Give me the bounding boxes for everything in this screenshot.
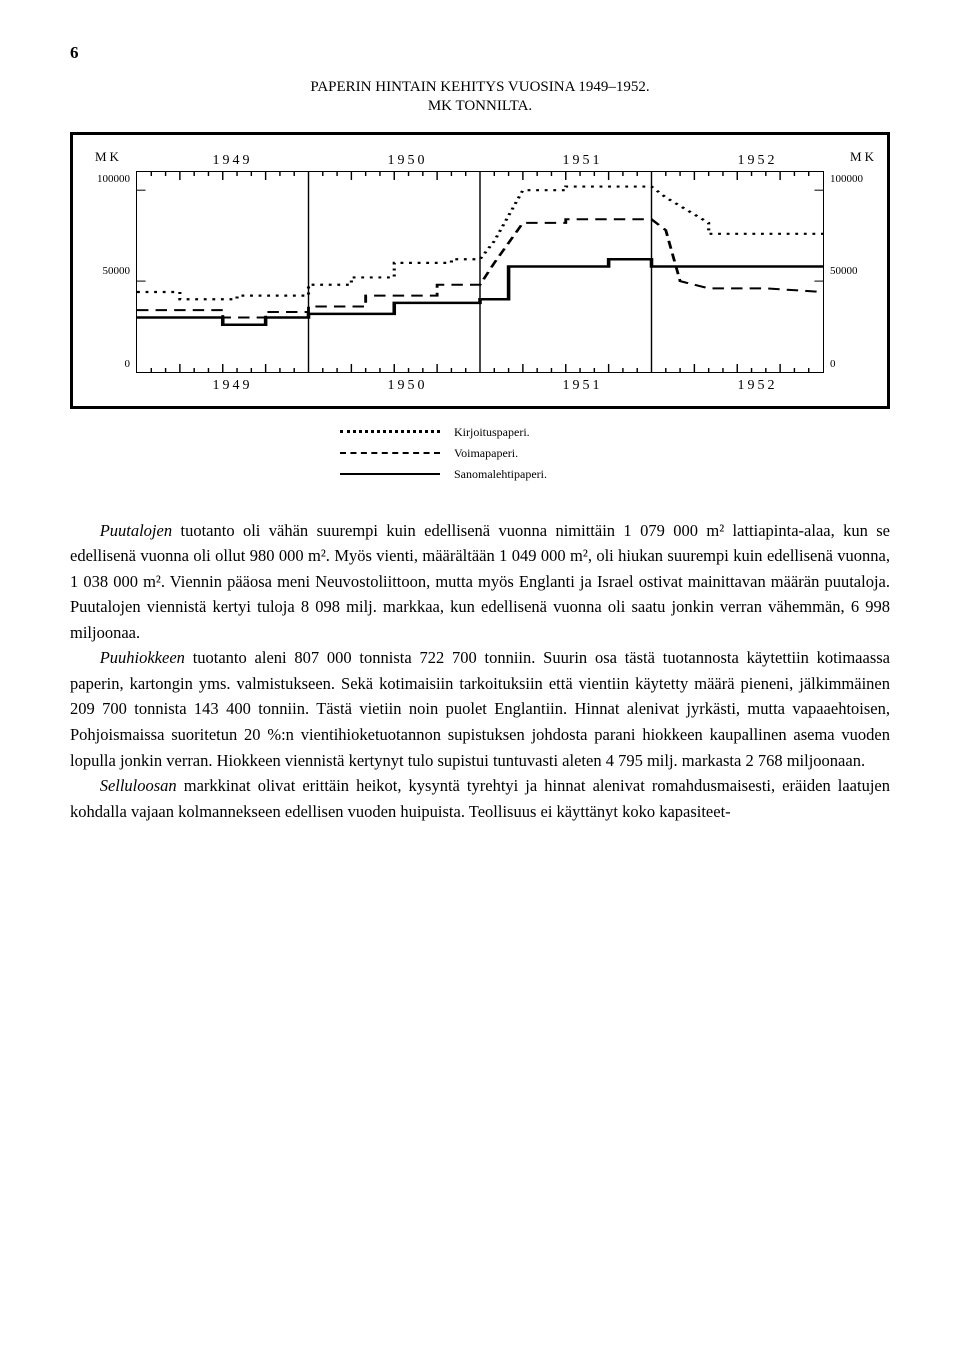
- p2-lead: Puuhiokkeen: [100, 648, 185, 667]
- year-bottom-3: 1952: [670, 375, 845, 396]
- ytick-l-0: 100000: [85, 171, 130, 188]
- chart-legend: Kirjoituspaperi. Voimapaperi. Sanomaleht…: [340, 423, 620, 483]
- chart-title-line2: MK TONNILTA.: [428, 98, 532, 114]
- y-axis-right: 100000 50000 0: [824, 171, 875, 373]
- ytick-r-2: 0: [830, 356, 875, 373]
- ytick-r-1: 50000: [830, 263, 875, 280]
- chart-svg: [137, 172, 823, 372]
- legend-row-kirjoituspaperi: Kirjoituspaperi.: [340, 423, 620, 441]
- page-number: 6: [70, 40, 890, 66]
- legend-row-sanomalehtipaperi: Sanomalehtipaperi.: [340, 465, 620, 483]
- legend-swatch-solid: [340, 473, 440, 475]
- paragraph-3: Selluloosan markkinat olivat erittäin he…: [70, 773, 890, 824]
- ytick-l-2: 0: [85, 356, 130, 373]
- year-top-3: 1952: [670, 150, 845, 171]
- p3-lead: Selluloosan: [100, 776, 177, 795]
- paragraph-2: Puuhiokkeen tuotanto aleni 807 000 tonni…: [70, 645, 890, 773]
- p2-rest: tuotanto aleni 807 000 tonnista 722 700 …: [70, 648, 890, 769]
- legend-swatch-dashed: [340, 452, 440, 454]
- year-bottom-1: 1950: [320, 375, 495, 396]
- legend-label-voimapaperi: Voimapaperi.: [454, 444, 518, 462]
- year-top-1: 1950: [320, 150, 495, 171]
- legend-row-voimapaperi: Voimapaperi.: [340, 444, 620, 462]
- p3-rest: markkinat olivat erittäin heikot, kysynt…: [70, 776, 890, 821]
- axis-label-left-top: MK: [95, 147, 122, 167]
- chart-years-bottom: 1949 1950 1951 1952: [85, 375, 875, 396]
- year-top-0: 1949: [145, 150, 320, 171]
- paragraph-1: Puutalojen tuotanto oli vähän suurempi k…: [70, 518, 890, 646]
- year-bottom-2: 1951: [495, 375, 670, 396]
- year-top-2: 1951: [495, 150, 670, 171]
- chart-title-line1: PAPERIN HINTAIN KEHITYS VUOSINA 1949–195…: [310, 79, 649, 95]
- p1-lead: Puutalojen: [100, 521, 172, 540]
- chart-plot: [136, 171, 824, 373]
- p1-rest: tuotanto oli vähän suurempi kuin edellis…: [70, 521, 890, 642]
- legend-swatch-dotted: [340, 430, 440, 433]
- chart-frame: MK 1949 1950 1951 1952 MK 100000 50000 0…: [70, 132, 890, 409]
- chart-years-top: MK 1949 1950 1951 1952 MK: [85, 150, 875, 171]
- ytick-l-1: 50000: [85, 263, 130, 280]
- body-text: Puutalojen tuotanto oli vähän suurempi k…: [70, 518, 890, 825]
- legend-label-sanomalehtipaperi: Sanomalehtipaperi.: [454, 465, 547, 483]
- year-bottom-0: 1949: [145, 375, 320, 396]
- chart-title: PAPERIN HINTAIN KEHITYS VUOSINA 1949–195…: [70, 78, 890, 117]
- axis-label-right-top: MK: [850, 147, 877, 167]
- y-axis-left: 100000 50000 0: [85, 171, 136, 373]
- legend-label-kirjoituspaperi: Kirjoituspaperi.: [454, 423, 530, 441]
- ytick-r-0: 100000: [830, 171, 875, 188]
